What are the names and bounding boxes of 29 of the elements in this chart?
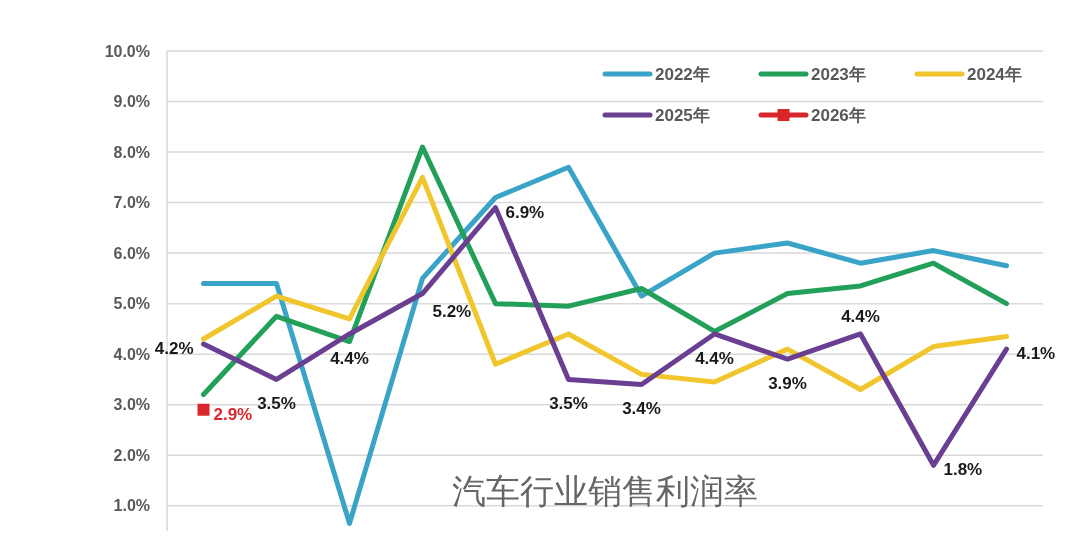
y-tick-label: 4.0%: [113, 345, 150, 363]
data-label: 3.5%: [549, 394, 588, 414]
data-label: 4.4%: [841, 306, 880, 326]
y-tick-label: 5.0%: [113, 295, 150, 313]
data-label: 1.8%: [943, 460, 983, 480]
y-tick-label: 1.0%: [113, 497, 150, 515]
data-label: 4.4%: [330, 348, 369, 368]
legend-label: 2022年: [655, 64, 710, 84]
data-label: 3.5%: [257, 394, 296, 414]
legend-label: 2026年: [811, 105, 866, 125]
y-tick-label: 2.0%: [113, 446, 150, 464]
y-tick-label: 8.0%: [113, 143, 150, 161]
data-label: 6.9%: [505, 202, 545, 222]
data-label: 5.2%: [432, 302, 472, 322]
legend-label: 2023年: [811, 64, 866, 84]
text: 汽车行业销售利润率: [452, 472, 758, 510]
data-label: 4.4%: [695, 348, 734, 368]
data-label: 4.2%: [154, 339, 194, 358]
y-tick-label: 7.0%: [113, 194, 150, 212]
data-label: 4.1%: [1016, 344, 1056, 364]
data-label: 3.9%: [768, 374, 807, 394]
data-label: 2.9%: [213, 404, 253, 424]
y-tick-label: 3.0%: [113, 396, 150, 414]
y-tick-label: 10.0%: [104, 42, 150, 60]
legend-label: 2024年: [967, 64, 1022, 84]
y-tick-label: 9.0%: [113, 93, 150, 111]
y-tick-label: 6.0%: [113, 244, 150, 262]
data-label: 3.4%: [622, 399, 661, 419]
legend-label: 2025年: [655, 105, 710, 125]
